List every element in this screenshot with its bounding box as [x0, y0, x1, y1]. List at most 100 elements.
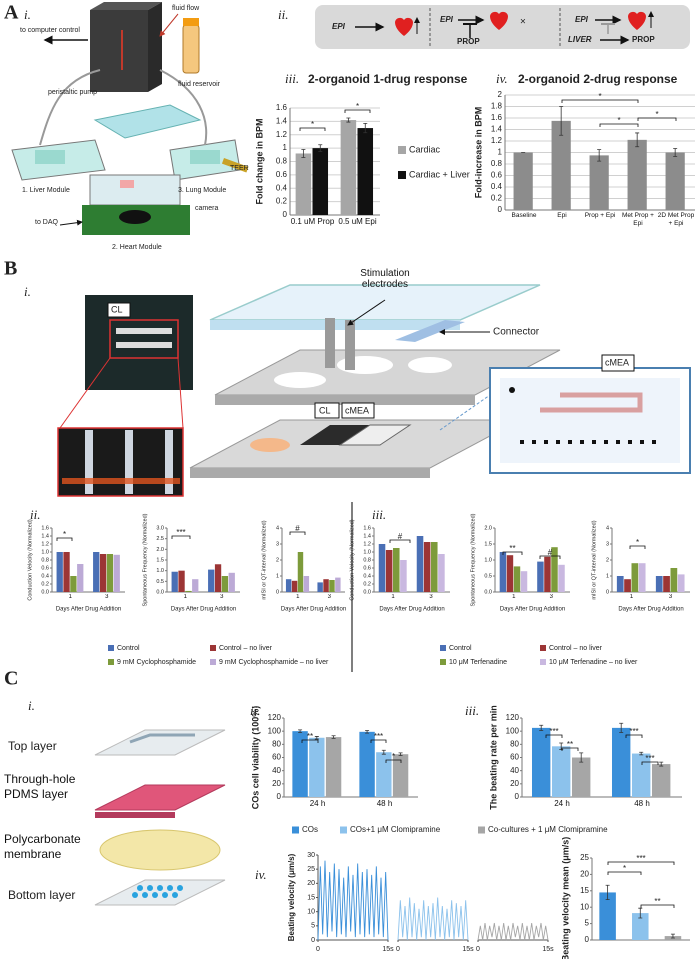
svg-text:×: ×	[520, 17, 526, 28]
bar	[329, 580, 335, 592]
bar	[185, 590, 192, 592]
y-tick-label: 0	[515, 792, 520, 801]
significance-label: *	[623, 864, 626, 873]
y-tick-label: 0.5	[156, 579, 164, 585]
bar	[70, 576, 77, 592]
x-tick-label: 1	[68, 594, 72, 600]
error-bar	[331, 735, 336, 739]
y-tick-label: 2.5	[156, 536, 164, 542]
y-tick-label: 0.2	[41, 581, 49, 587]
bar	[340, 120, 357, 215]
x-tick-label: 0.1 uM Prop	[290, 217, 335, 226]
bar	[438, 554, 445, 592]
legend-swatch	[540, 645, 546, 651]
bar	[63, 552, 70, 592]
bar	[357, 128, 374, 215]
bar	[385, 550, 393, 592]
legend-swatch	[478, 826, 485, 834]
panel-label: A	[4, 2, 19, 24]
significance-label: *	[63, 530, 66, 539]
y-axis-label: mISI or QT-interval (Normalized)	[591, 520, 597, 599]
x-axis-label: Days After Drug Addition	[56, 607, 121, 613]
diagram-label: PROP	[632, 35, 655, 44]
x-tick-label-box: 0.1 uM Prop	[290, 217, 335, 226]
bar	[663, 576, 670, 592]
diagram-label: cMEA	[345, 405, 369, 415]
trace-line	[477, 922, 549, 941]
x-tick-label-box: 1	[391, 594, 394, 600]
x-tick-label: Met Prop + Epi	[622, 212, 654, 227]
x-tick-label-box: 3	[328, 594, 331, 600]
y-tick-label: 1.4	[276, 116, 288, 125]
x-tick-label-box: 48 h	[634, 799, 650, 808]
x-tick-label-box: 0.5 uM Epi	[338, 217, 376, 226]
y-tick-label: 80	[510, 739, 519, 748]
significance-label: *	[311, 120, 314, 129]
significance-bracket	[607, 871, 642, 875]
bar	[178, 570, 185, 592]
y-tick-label: 10	[307, 909, 315, 916]
y-tick-label: 20	[272, 779, 281, 788]
y-axis-label: The beating rate per min	[488, 705, 498, 810]
bar	[323, 579, 329, 592]
y-tick-label: 3	[276, 541, 279, 547]
y-axis-label: Beating velocity mean (μm/s)	[560, 837, 570, 959]
y-tick-label: 0.4	[41, 573, 49, 579]
bar	[192, 579, 199, 592]
y-tick-label: 1.2	[491, 136, 503, 145]
bar	[423, 542, 431, 592]
bar	[544, 556, 551, 592]
y-tick-label: 3	[606, 541, 609, 547]
diagram-label: Connector	[493, 327, 540, 338]
x-axis-label: Days After Drug Addition	[171, 607, 236, 613]
diagram-label: fluid flow	[172, 5, 200, 12]
tag-box	[314, 402, 340, 419]
y-tick-label: 25	[580, 853, 589, 862]
bar	[303, 576, 310, 592]
y-tick-label: 60	[510, 753, 519, 762]
significance-bracket	[385, 759, 402, 763]
y-tick-label: 1.4	[41, 533, 49, 539]
x-tick-label: 48 h	[634, 799, 650, 808]
subpanel-label: ii.	[250, 703, 260, 718]
significance-bracket	[641, 761, 659, 765]
significance-bracket	[370, 739, 387, 743]
diagram-label: EPI	[332, 22, 346, 31]
significance-bracket	[545, 734, 563, 738]
bar	[228, 572, 235, 592]
bar	[297, 552, 304, 592]
legend-swatch	[108, 645, 114, 651]
x-tick-label-box: 1	[296, 594, 299, 600]
x-tick-label-box: 2D Met Prop + Epi	[658, 212, 695, 227]
bar	[513, 566, 521, 592]
y-tick-label: 0.2	[363, 581, 371, 587]
legend-swatch	[210, 659, 216, 665]
bar	[393, 548, 400, 592]
y-tick-label: 20	[307, 880, 315, 887]
significance-label: ***	[629, 727, 638, 736]
y-tick-label: 1.6	[276, 103, 288, 112]
significance-label: *	[636, 538, 639, 547]
significance-bracket	[607, 861, 675, 865]
diagram-label: TEER	[230, 165, 249, 172]
significance-label: *	[617, 116, 620, 125]
significance-label: ***	[176, 528, 185, 537]
bar	[572, 757, 591, 797]
y-tick-label: 0	[585, 935, 590, 944]
y-tick-label: 15	[580, 886, 589, 895]
diagram-label: 3. Lung Module	[178, 187, 226, 194]
y-tick-label: 0	[498, 205, 503, 214]
mechanism-diagram: ×	[315, 5, 690, 49]
x-tick-label: 3	[105, 594, 109, 600]
bar	[624, 579, 631, 592]
y-tick-label: 1	[283, 143, 288, 152]
x-tick-label-box: 3	[105, 594, 109, 600]
y-tick-label: 1.0	[363, 549, 371, 555]
y-tick-label: 0.2	[276, 197, 288, 206]
significance-bracket	[171, 535, 191, 539]
bar	[551, 120, 571, 210]
error-bar	[638, 907, 643, 919]
y-tick-label: 1	[498, 148, 503, 157]
bar	[416, 536, 424, 592]
bar	[376, 752, 392, 797]
